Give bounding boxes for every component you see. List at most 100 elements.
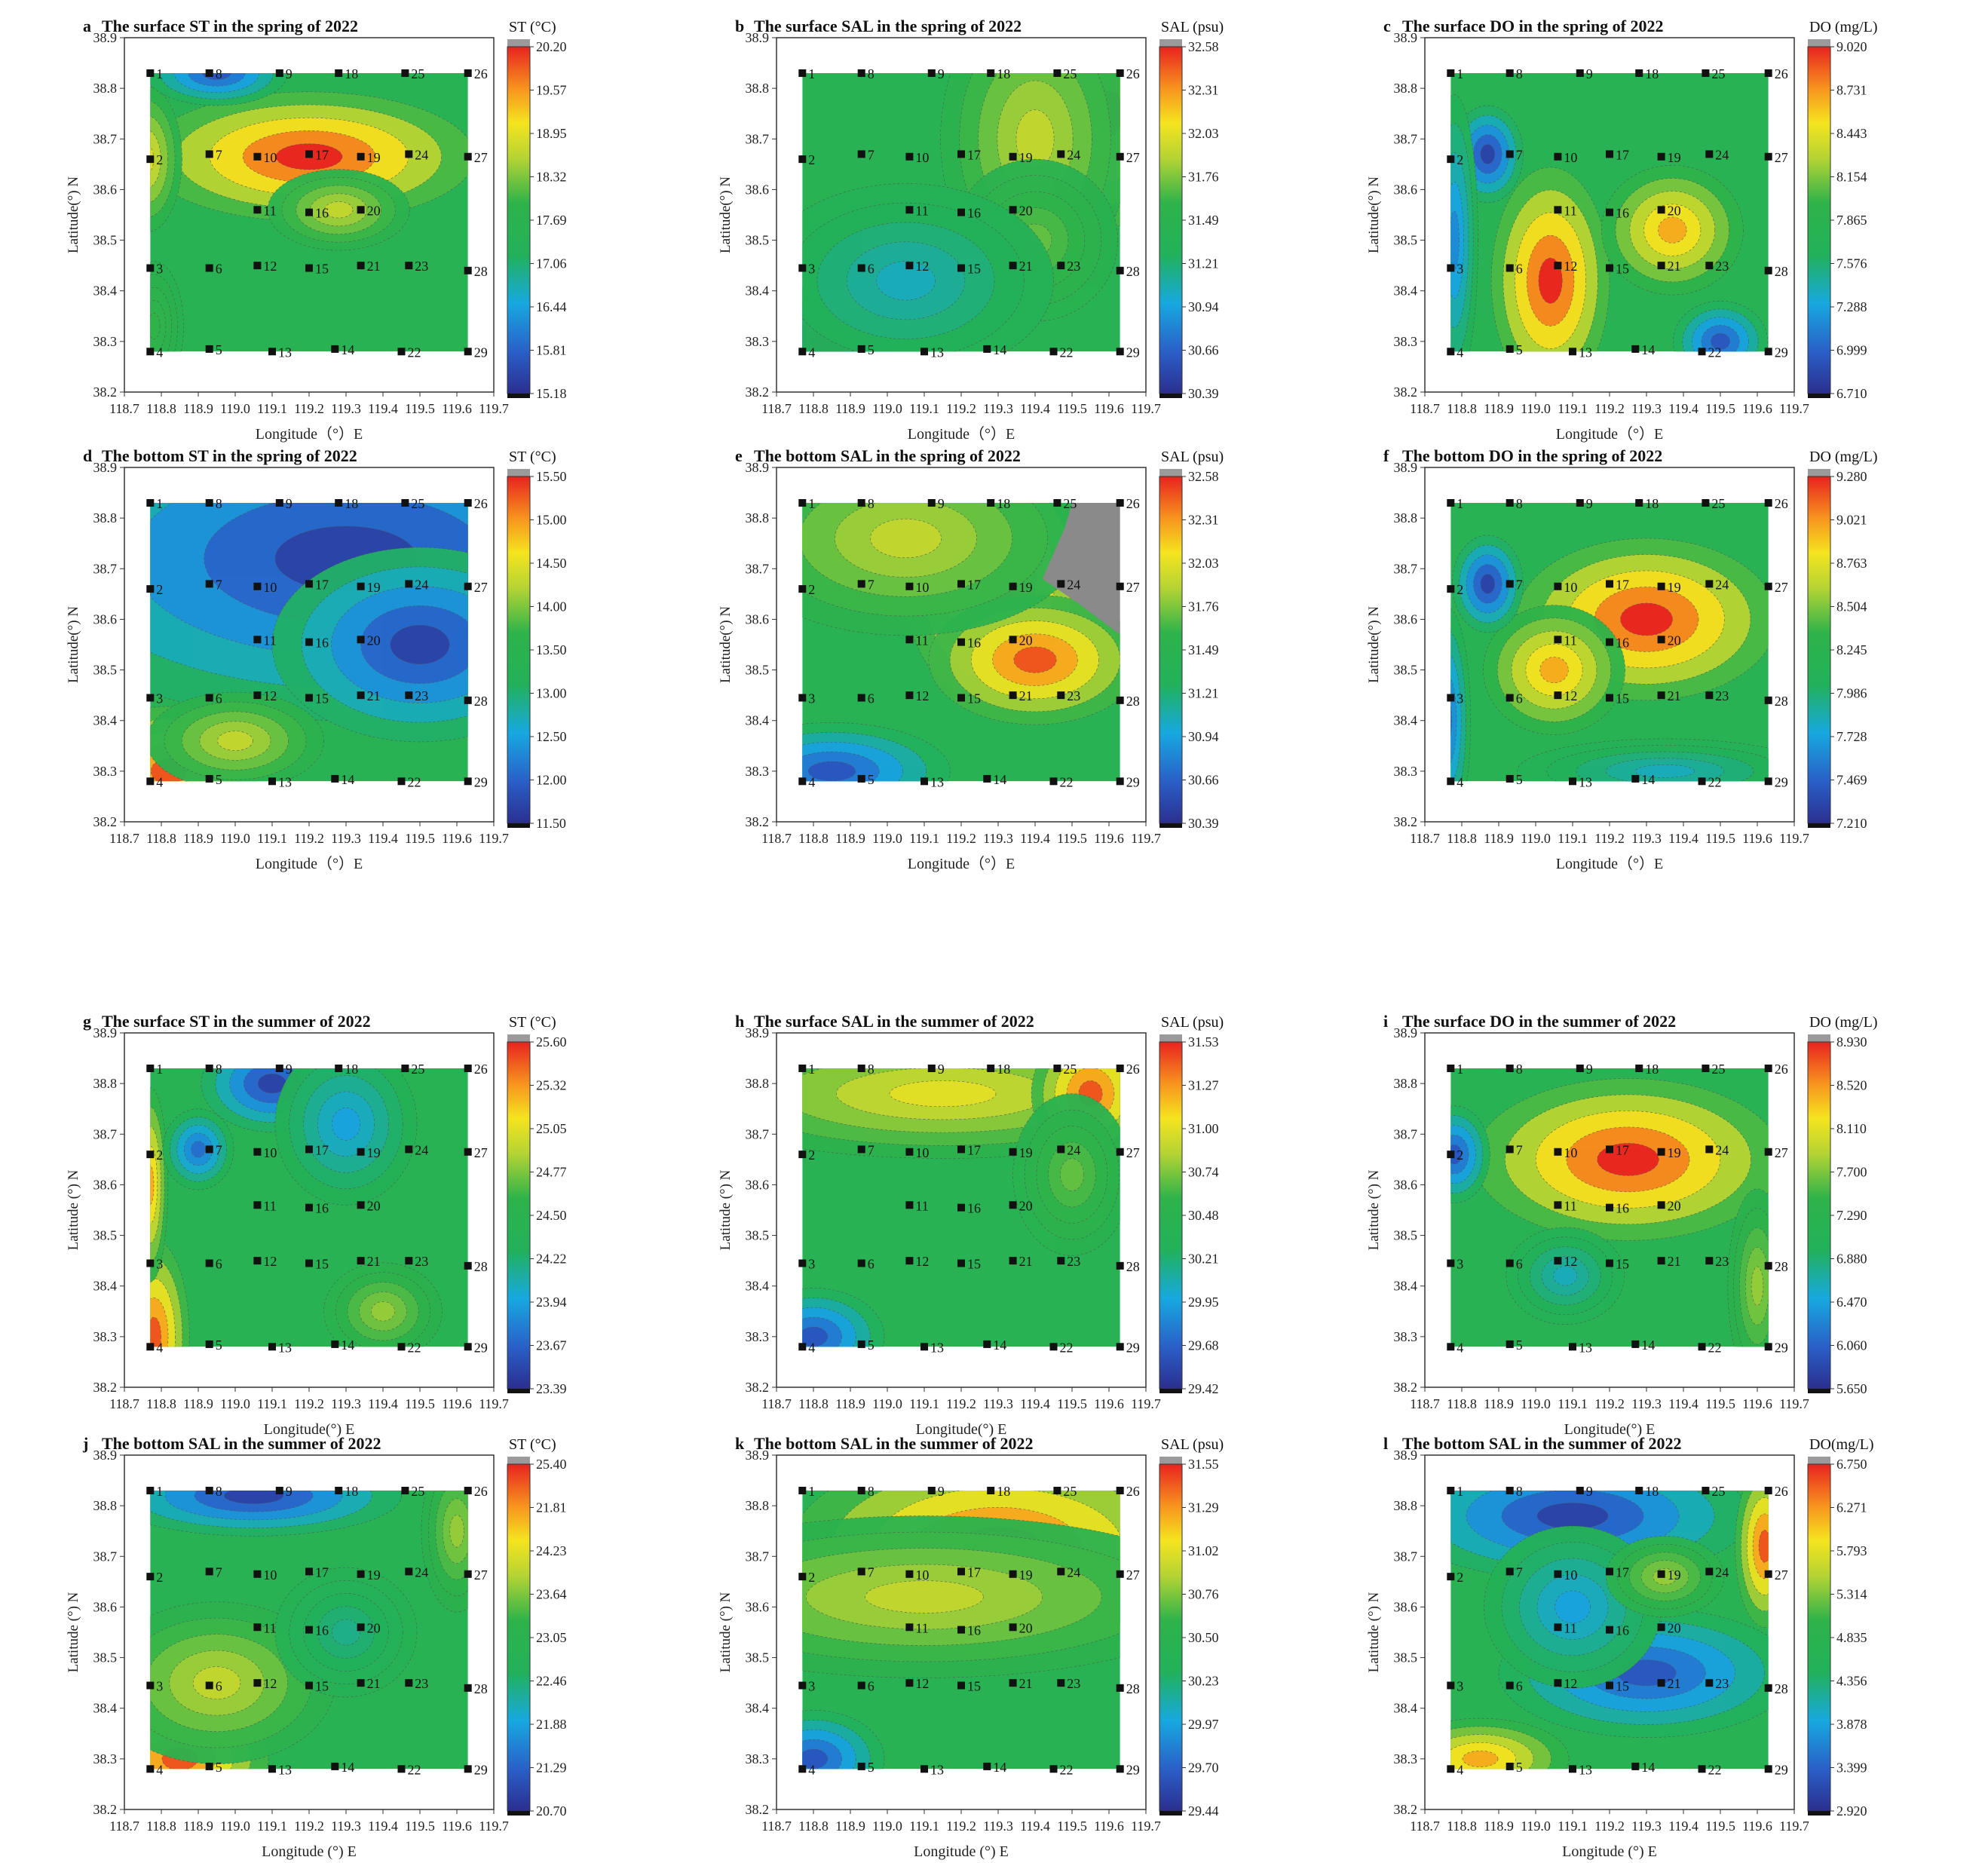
x-tick-label: 119.3 bbox=[983, 1396, 1013, 1411]
x-axis-label: Longitude（°）E bbox=[256, 425, 363, 443]
station-marker bbox=[1606, 580, 1613, 588]
colorbar-overflow bbox=[507, 469, 530, 476]
station-marker bbox=[401, 1065, 409, 1072]
station-label: 18 bbox=[345, 1062, 358, 1077]
station-marker bbox=[401, 499, 409, 507]
x-tick-label: 118.7 bbox=[761, 1819, 792, 1834]
station-marker bbox=[405, 691, 413, 700]
colorbar-overflow bbox=[1808, 39, 1830, 47]
colorbar-tick-label: 23.39 bbox=[536, 1381, 567, 1396]
station-marker bbox=[1116, 1343, 1124, 1351]
x-tick-label: 119.2 bbox=[294, 1819, 324, 1834]
station-marker bbox=[905, 1623, 914, 1632]
station-label: 11 bbox=[1564, 1198, 1576, 1213]
contour-field bbox=[150, 503, 468, 782]
x-tick-label: 119.7 bbox=[1779, 831, 1809, 846]
station-marker bbox=[1657, 1570, 1665, 1578]
station-label: 21 bbox=[1668, 688, 1681, 703]
station-label: 4 bbox=[156, 774, 163, 789]
station-marker bbox=[205, 150, 213, 158]
station-label: 2 bbox=[808, 582, 815, 597]
colorbar-tick-label: 7.288 bbox=[1836, 299, 1867, 314]
colorbar bbox=[1807, 46, 1831, 394]
x-tick-label: 118.9 bbox=[1484, 401, 1514, 416]
station-label: 3 bbox=[156, 262, 163, 277]
station-marker bbox=[920, 348, 928, 356]
station-marker bbox=[1705, 262, 1714, 270]
station-marker bbox=[1764, 348, 1772, 356]
station-label: 10 bbox=[915, 1145, 929, 1160]
colorbar-tick-label: 31.76 bbox=[1188, 599, 1219, 614]
station-marker bbox=[305, 264, 313, 272]
y-tick-label: 38.5 bbox=[93, 1228, 118, 1243]
station-marker bbox=[1049, 1765, 1058, 1773]
station-marker bbox=[798, 777, 807, 786]
station-label: 8 bbox=[1516, 1062, 1523, 1077]
colorbar-title: ST (°C) bbox=[509, 1436, 556, 1453]
x-tick-label: 118.9 bbox=[835, 831, 865, 846]
station-marker bbox=[1764, 1765, 1772, 1773]
station-marker bbox=[205, 1340, 213, 1348]
x-tick-label: 119.0 bbox=[220, 831, 250, 846]
x-tick-label: 119.1 bbox=[1558, 831, 1588, 846]
colorbar-tick-label: 7.576 bbox=[1836, 256, 1867, 271]
x-axis-label: Longitude（°）E bbox=[1556, 855, 1663, 872]
x-axis-label: Longitude(°) E bbox=[264, 1421, 355, 1438]
station-marker bbox=[1569, 777, 1576, 786]
station-marker bbox=[146, 1681, 155, 1690]
station-label: 6 bbox=[1516, 691, 1523, 706]
station-marker bbox=[464, 1343, 472, 1351]
colorbar-tick-label: 25.60 bbox=[536, 1034, 567, 1049]
station-label: 11 bbox=[1564, 1620, 1576, 1635]
colorbar-tick-label: 25.05 bbox=[536, 1121, 567, 1136]
station-label: 8 bbox=[216, 1062, 222, 1077]
station-label: 10 bbox=[263, 1145, 277, 1160]
station-label: 26 bbox=[474, 66, 488, 81]
colorbar-tick-label: 20.70 bbox=[536, 1803, 567, 1819]
x-tick-label: 119.5 bbox=[1705, 401, 1735, 416]
station-label: 13 bbox=[1579, 774, 1592, 789]
colorbar-underflow bbox=[1808, 1389, 1830, 1393]
contour-blob bbox=[224, 1491, 283, 1504]
x-tick-label: 118.8 bbox=[1447, 1396, 1477, 1411]
y-tick-label: 38.4 bbox=[746, 713, 770, 728]
station-marker bbox=[1506, 1145, 1514, 1154]
station-label: 18 bbox=[997, 1484, 1010, 1499]
station-marker bbox=[1657, 1623, 1665, 1632]
y-tick-label: 38.4 bbox=[746, 283, 770, 299]
colorbar-underflow bbox=[1159, 823, 1182, 828]
station-label: 12 bbox=[263, 1254, 277, 1269]
contour-blob bbox=[1751, 1266, 1764, 1306]
colorbar-tick-label: 8.731 bbox=[1836, 83, 1867, 98]
station-label: 13 bbox=[930, 345, 944, 360]
contour-blob bbox=[870, 518, 942, 559]
station-label: 19 bbox=[1668, 580, 1681, 595]
contour-blob bbox=[1480, 574, 1496, 594]
colorbar-underflow bbox=[1808, 394, 1830, 398]
station-label: 15 bbox=[1616, 691, 1629, 706]
station-label: 8 bbox=[216, 1484, 222, 1499]
station-label: 9 bbox=[286, 1062, 293, 1077]
station-marker bbox=[1657, 1257, 1665, 1265]
station-label: 25 bbox=[1063, 496, 1077, 511]
station-marker bbox=[405, 262, 413, 270]
y-tick-label: 38.6 bbox=[93, 1599, 118, 1614]
x-axis-label: Longitude（°）E bbox=[1556, 425, 1663, 443]
station-marker bbox=[1606, 1203, 1613, 1212]
y-axis-label: Latitude(°) N bbox=[718, 606, 734, 683]
contour-blob bbox=[150, 130, 161, 188]
station-marker bbox=[268, 1343, 276, 1351]
station-marker bbox=[1049, 777, 1058, 786]
station-label: 12 bbox=[915, 259, 929, 274]
station-marker bbox=[1606, 1145, 1613, 1154]
station-marker bbox=[1554, 1679, 1562, 1687]
station-label: 22 bbox=[1708, 774, 1722, 789]
y-tick-label: 38.6 bbox=[93, 611, 118, 627]
station-label: 23 bbox=[1715, 1254, 1729, 1269]
station-label: 2 bbox=[808, 1570, 815, 1585]
colorbar-tick-label: 14.50 bbox=[536, 556, 567, 571]
colorbar-tick-label: 7.986 bbox=[1836, 686, 1867, 701]
station-marker bbox=[920, 777, 928, 786]
station-marker bbox=[1606, 150, 1613, 158]
x-tick-label: 119.7 bbox=[479, 401, 509, 416]
